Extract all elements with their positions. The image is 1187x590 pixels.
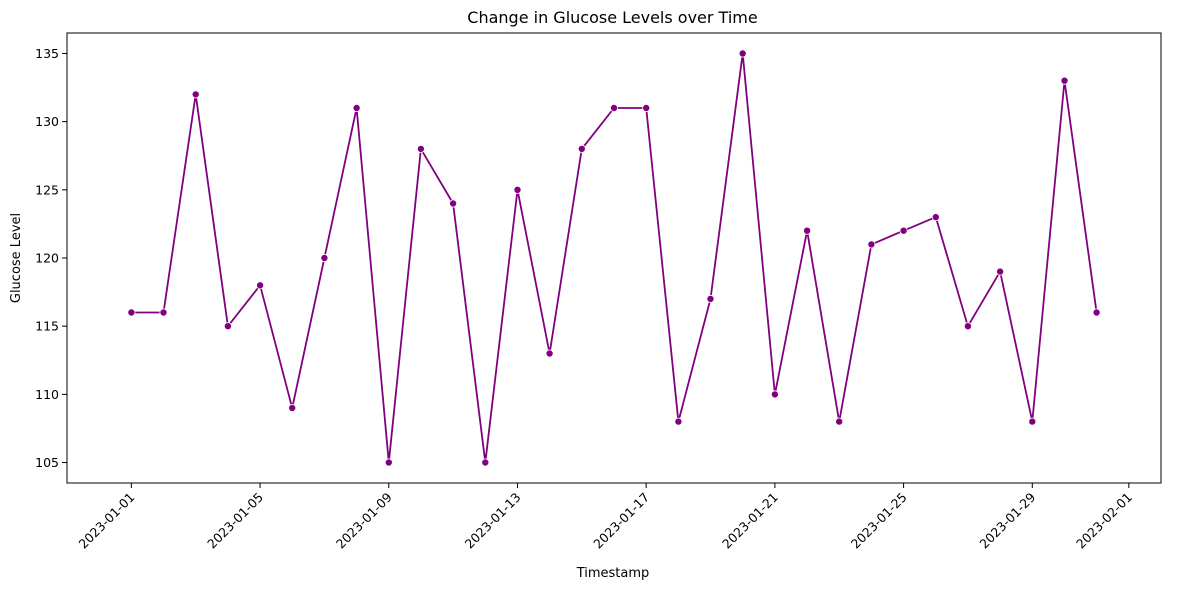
data-point	[674, 417, 683, 426]
x-axis-label: Timestamp	[576, 566, 650, 581]
data-point	[899, 226, 908, 235]
data-point	[867, 240, 876, 249]
data-point	[996, 267, 1005, 276]
data-point	[288, 403, 297, 412]
x-tick-label: 2023-01-05	[204, 490, 266, 552]
data-point	[770, 390, 779, 399]
x-tick-label: 2023-01-09	[333, 489, 395, 551]
x-tick-label: 2023-01-13	[462, 490, 524, 552]
y-tick-label: 130	[35, 114, 59, 129]
data-point	[320, 253, 329, 262]
data-point	[256, 281, 265, 290]
y-tick-label: 105	[35, 455, 59, 470]
data-point	[159, 308, 168, 317]
data-point	[449, 199, 458, 208]
x-tick-label: 2023-01-29	[976, 489, 1038, 551]
data-point	[127, 308, 136, 317]
data-point	[416, 144, 425, 153]
data-point	[191, 90, 200, 99]
data-point	[803, 226, 812, 235]
data-point	[706, 294, 715, 303]
data-point	[610, 104, 619, 113]
data-point	[642, 104, 651, 113]
data-point	[223, 322, 232, 331]
plot-frame	[66, 32, 1162, 484]
y-tick-label: 120	[35, 251, 59, 266]
x-tick-label: 2023-01-21	[719, 490, 781, 552]
y-axis-label: Glucose Level	[9, 213, 24, 303]
data-point	[481, 458, 490, 467]
x-tick-label: 2023-02-01	[1073, 490, 1135, 552]
series-line	[131, 52, 1098, 464]
data-point	[738, 49, 747, 58]
data-point	[835, 417, 844, 426]
x-tick-label: 2023-01-01	[75, 490, 137, 552]
data-point	[1028, 417, 1037, 426]
data-point	[1092, 308, 1101, 317]
y-tick-label: 125	[35, 182, 59, 197]
y-tick-label: 115	[35, 319, 59, 334]
x-tick-label: 2023-01-25	[848, 490, 910, 552]
y-tick-label: 135	[35, 46, 59, 61]
data-point	[384, 458, 393, 467]
x-tick-label: 2023-01-17	[590, 490, 652, 552]
data-point	[1060, 76, 1069, 85]
data-point	[352, 104, 361, 113]
data-point	[513, 185, 522, 194]
data-point	[963, 322, 972, 331]
chart-title: Change in Glucose Levels over Time	[467, 8, 757, 27]
y-tick-label: 110	[35, 387, 59, 402]
data-point	[577, 144, 586, 153]
data-point	[545, 349, 554, 358]
data-point	[931, 213, 940, 222]
plot-area: 105 110 115 120 125 130 135 2023-01-01 2023-01-0…	[35, 32, 1162, 552]
